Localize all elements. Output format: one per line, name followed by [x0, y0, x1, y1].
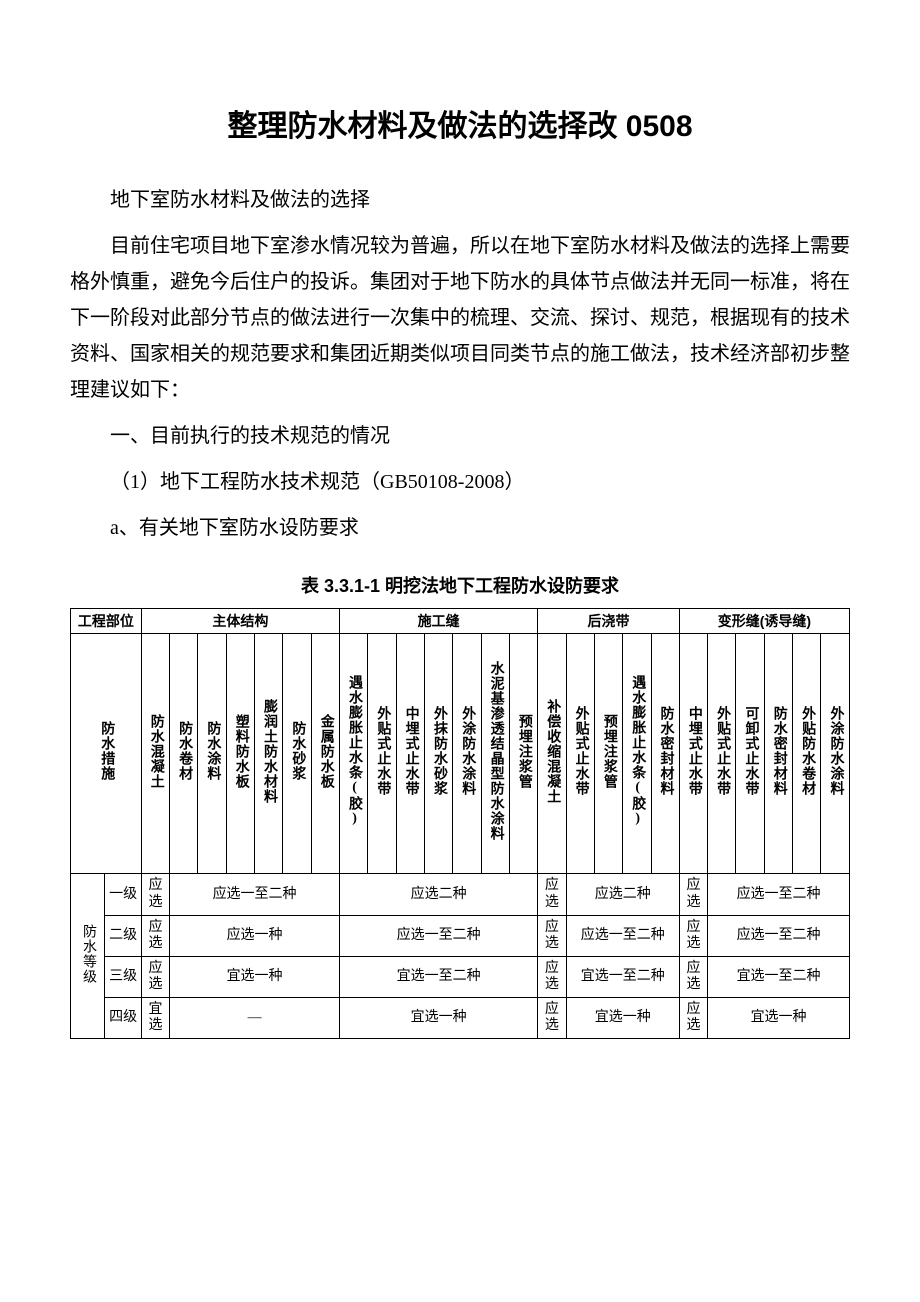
r2-c2: 应选一至二种 — [340, 915, 538, 956]
col-2-0: 遇水膨胀止水条(胶) — [340, 634, 368, 874]
paragraph-2: 目前住宅项目地下室渗水情况较为普遍，所以在地下室防水材料及做法的选择上需要格外慎… — [70, 228, 850, 408]
r4-c1a: 宜选 — [141, 998, 169, 1039]
col-2-1: 外贴式止水带 — [368, 634, 396, 874]
header-group-3: 后浇带 — [538, 609, 680, 634]
r3-c4b: 宜选一至二种 — [708, 956, 850, 997]
header-group-2: 施工缝 — [340, 609, 538, 634]
col-3-3: 遇水膨胀止水条(胶) — [623, 634, 651, 874]
r2-c4b: 应选一至二种 — [708, 915, 850, 956]
r3-c3a: 应选 — [538, 956, 566, 997]
r1-c2: 应选二种 — [340, 874, 538, 915]
col-4-4: 外贴防水卷材 — [793, 634, 821, 874]
table-header-row-1: 工程部位 主体结构 施工缝 后浇带 变形缝(诱导缝) — [71, 609, 850, 634]
waterproof-table: 工程部位 主体结构 施工缝 后浇带 变形缝(诱导缝) 防水措施 防水混凝土 防水… — [70, 608, 850, 1039]
col-1-1: 防水卷材 — [170, 634, 198, 874]
grade-label-cell: 防水等级 — [71, 874, 105, 1039]
header-group-1: 主体结构 — [141, 609, 339, 634]
table-row: 四级 宜选 — 宜选一种 应选 宜选一种 应选 宜选一种 — [71, 998, 850, 1039]
r1-c3b: 应选二种 — [566, 874, 679, 915]
col-1-4: 膨润土防水材料 — [255, 634, 283, 874]
r3-c4a: 应选 — [679, 956, 707, 997]
col-4-1: 外贴式止水带 — [708, 634, 736, 874]
r4-c4b: 宜选一种 — [708, 998, 850, 1039]
col-1-6: 金属防水板 — [311, 634, 339, 874]
col-4-3: 防水密封材料 — [764, 634, 792, 874]
col-4-0: 中埋式止水带 — [679, 634, 707, 874]
col-4-5: 外涂防水涂料 — [821, 634, 850, 874]
r2-c3a: 应选 — [538, 915, 566, 956]
col-2-4: 外涂防水涂料 — [453, 634, 481, 874]
r3-c1a: 应选 — [141, 956, 169, 997]
level-3: 三级 — [105, 956, 141, 997]
measures-label-text: 防水措施 — [99, 721, 114, 781]
table-row: 三级 应选 宜选一种 宜选一至二种 应选 宜选一至二种 应选 宜选一至二种 — [71, 956, 850, 997]
col-2-2: 中埋式止水带 — [396, 634, 424, 874]
r4-c1b: — — [170, 998, 340, 1039]
paragraph-3: 一、目前执行的技术规范的情况 — [70, 418, 850, 454]
col-1-5: 防水砂浆 — [283, 634, 311, 874]
r2-c4a: 应选 — [679, 915, 707, 956]
r1-c1b: 应选一至二种 — [170, 874, 340, 915]
r1-c4a: 应选 — [679, 874, 707, 915]
col-2-5: 水泥基渗透结晶型防水涂料 — [481, 634, 509, 874]
r2-c1b: 应选一种 — [170, 915, 340, 956]
col-3-0: 补偿收缩混凝土 — [538, 634, 566, 874]
r1-c3a: 应选 — [538, 874, 566, 915]
paragraph-1: 地下室防水材料及做法的选择 — [70, 182, 850, 218]
r4-c3a: 应选 — [538, 998, 566, 1039]
col-4-2: 可卸式止水带 — [736, 634, 764, 874]
measures-label: 防水措施 — [71, 634, 142, 874]
col-1-0: 防水混凝土 — [141, 634, 169, 874]
col-1-2: 防水涂料 — [198, 634, 226, 874]
r3-c3b: 宜选一至二种 — [566, 956, 679, 997]
r4-c2: 宜选一种 — [340, 998, 538, 1039]
table-header-row-2: 防水措施 防水混凝土 防水卷材 防水涂料 塑料防水板 膨润土防水材料 防水砂浆 … — [71, 634, 850, 874]
table-row: 二级 应选 应选一种 应选一至二种 应选 应选一至二种 应选 应选一至二种 — [71, 915, 850, 956]
col-3-2: 预埋注浆管 — [594, 634, 622, 874]
col-3-4: 防水密封材料 — [651, 634, 679, 874]
table-row: 防水等级 一级 应选 应选一至二种 应选二种 应选 应选二种 应选 应选一至二种 — [71, 874, 850, 915]
document-title: 整理防水材料及做法的选择改 0508 — [70, 100, 850, 154]
paragraph-4: （1）地下工程防水技术规范（GB50108-2008） — [70, 464, 850, 500]
r2-c3b: 应选一至二种 — [566, 915, 679, 956]
level-4: 四级 — [105, 998, 141, 1039]
level-2: 二级 — [105, 915, 141, 956]
col-3-1: 外贴式止水带 — [566, 634, 594, 874]
header-group-4: 变形缝(诱导缝) — [679, 609, 849, 634]
paragraph-5: a、有关地下室防水设防要求 — [70, 510, 850, 546]
col-2-3: 外抹防水砂浆 — [424, 634, 452, 874]
r4-c4a: 应选 — [679, 998, 707, 1039]
level-1: 一级 — [105, 874, 141, 915]
table-caption: 表 3.3.1-1 明挖法地下工程防水设防要求 — [70, 570, 850, 602]
r1-c4b: 应选一至二种 — [708, 874, 850, 915]
r3-c1b: 宜选一种 — [170, 956, 340, 997]
header-site: 工程部位 — [71, 609, 142, 634]
r4-c3b: 宜选一种 — [566, 998, 679, 1039]
r3-c2: 宜选一至二种 — [340, 956, 538, 997]
r2-c1a: 应选 — [141, 915, 169, 956]
r1-c1a: 应选 — [141, 874, 169, 915]
col-1-3: 塑料防水板 — [226, 634, 254, 874]
col-2-6: 预埋注浆管 — [509, 634, 537, 874]
